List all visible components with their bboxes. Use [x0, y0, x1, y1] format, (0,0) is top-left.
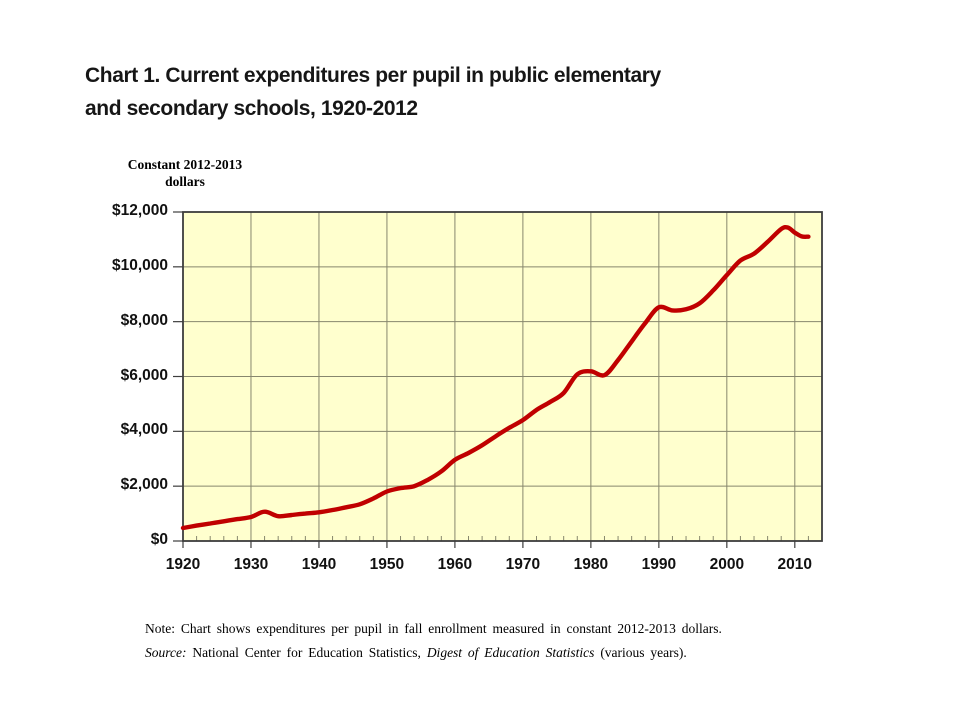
expenditures-line-series	[180, 224, 811, 531]
x-axis-tick-label: 2000	[709, 556, 745, 573]
source-label: Source:	[145, 645, 187, 660]
y-axis-tick-label: $0	[150, 531, 168, 548]
chart-title-line2: and secondary schools, 1920-2012	[85, 97, 418, 120]
y-axis-unit-line1: Constant 2012-2013	[127, 157, 243, 172]
y-axis-unit-line2: dollars	[165, 174, 205, 189]
x-axis-tick-label: 1980	[573, 556, 609, 573]
y-axis-tick-label: $8,000	[120, 311, 168, 329]
y-axis-tick-label: $12,000	[111, 202, 168, 219]
y-axis-tick-label: $4,000	[120, 421, 168, 439]
plot-border	[182, 211, 823, 542]
chart-title-line1: Chart 1. Current expenditures per pupil …	[85, 64, 661, 87]
x-axis-tick-label: 1920	[165, 556, 201, 573]
y-axis-tick-label: $6,000	[120, 366, 168, 384]
source-text-2: (various years).	[594, 645, 687, 660]
x-axis-tick-label: 1930	[233, 556, 269, 573]
y-axis-unit-label: Constant 2012-2013 dollars	[105, 156, 265, 190]
x-axis-tick-label: 1970	[505, 556, 541, 573]
x-axis-tick-label: 1950	[369, 556, 405, 573]
x-axis-tick-label: 1990	[641, 556, 677, 573]
note-text: Note: Chart shows expenditures per pupil…	[145, 621, 722, 636]
source-text-1: National Center for Education Statistics…	[186, 645, 427, 660]
chart-title: Chart 1. Current expenditures per pupil …	[85, 59, 825, 125]
y-axis-tick-label: $2,000	[120, 476, 168, 494]
source-publication-title: Digest of Education Statistics	[426, 645, 595, 660]
footnote: Note: Chart shows expenditures per pupil…	[145, 617, 845, 665]
x-axis-tick-label: 2010	[777, 556, 813, 573]
x-axis-tick-label: 1960	[437, 556, 473, 573]
x-axis-tick-label: 1940	[301, 556, 337, 573]
plot-area	[173, 211, 823, 548]
y-axis-tick-label: $10,000	[111, 256, 168, 274]
